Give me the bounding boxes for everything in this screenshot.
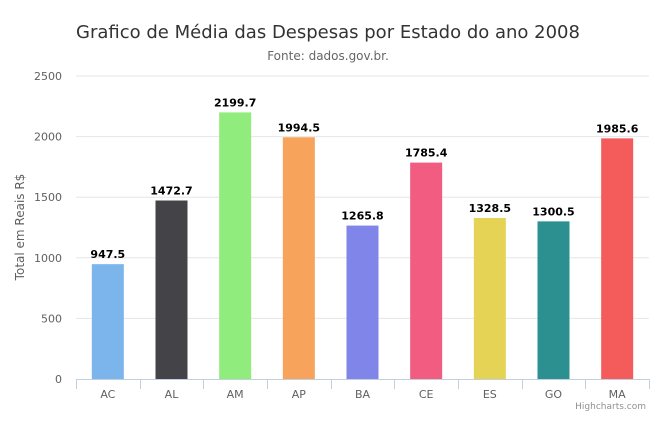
y-tick-label: 1000 xyxy=(34,252,62,265)
bar-am[interactable] xyxy=(219,112,252,379)
data-label: 1328.5 xyxy=(469,202,511,215)
x-tick-label: AL xyxy=(165,388,180,401)
x-tick-label: BA xyxy=(355,388,371,401)
chart-subtitle: Fonte: dados.gov.br. xyxy=(267,49,389,63)
credits-link[interactable]: Highcharts.com xyxy=(575,402,646,412)
bar-es[interactable] xyxy=(473,217,506,379)
data-label: 1994.5 xyxy=(278,121,320,134)
data-label: 1300.5 xyxy=(532,205,574,218)
y-tick-label: 2000 xyxy=(34,131,62,144)
bar-ac[interactable] xyxy=(91,264,124,379)
bar-go[interactable] xyxy=(537,221,570,379)
bar-ce[interactable] xyxy=(410,162,443,379)
y-tick-label: 1500 xyxy=(34,191,62,204)
bars xyxy=(91,112,634,379)
y-axis-label: Total em Reais R$ xyxy=(13,174,27,282)
bar-ap[interactable] xyxy=(282,137,315,379)
data-label: 1985.6 xyxy=(596,122,639,135)
bar-ma[interactable] xyxy=(601,138,634,379)
x-tick-label: ES xyxy=(483,388,497,401)
data-label: 2199.7 xyxy=(214,96,256,109)
x-tick-label: AM xyxy=(227,388,244,401)
y-tick-label: 0 xyxy=(55,373,62,386)
x-tick-label: MA xyxy=(609,388,626,401)
data-label: 1265.8 xyxy=(341,210,383,223)
bar-ba[interactable] xyxy=(346,225,379,379)
x-axis: AC AL AM AP BA CE ES GO MA xyxy=(76,379,650,401)
data-label: 1472.7 xyxy=(150,185,192,198)
y-tick-label: 500 xyxy=(41,312,62,325)
chart-title: Grafico de Média das Despesas por Estado… xyxy=(76,22,580,43)
data-label: 947.5 xyxy=(90,248,125,261)
x-tick-label: AP xyxy=(292,388,307,401)
data-labels: 947.5 1472.7 2199.7 1994.5 1265.8 1785.4 1328.… xyxy=(90,96,638,261)
x-tick-label: GO xyxy=(545,388,563,401)
y-tick-label: 2500 xyxy=(34,70,62,83)
y-axis-ticks: 0 500 1000 1500 2000 2500 xyxy=(34,70,62,386)
bar-al[interactable] xyxy=(155,200,188,379)
data-label: 1785.4 xyxy=(405,147,448,160)
x-tick-label: AC xyxy=(100,388,115,401)
x-tick-label: CE xyxy=(419,388,434,401)
